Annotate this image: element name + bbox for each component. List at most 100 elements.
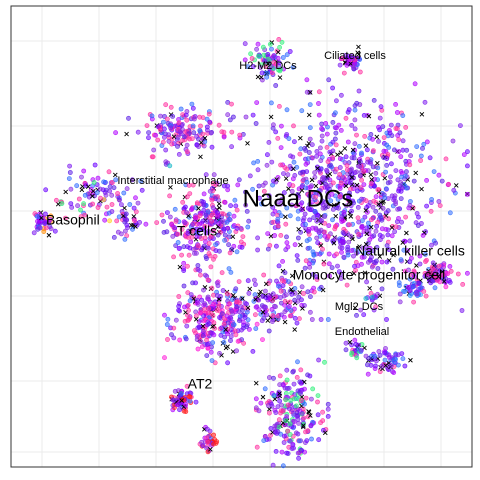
data-point — [273, 304, 278, 310]
data-point — [195, 263, 201, 268]
data-point — [202, 272, 208, 278]
data-point — [315, 412, 321, 418]
data-point — [269, 319, 275, 324]
data-point — [338, 180, 344, 186]
data-point — [264, 152, 270, 158]
data-point — [273, 410, 279, 415]
data-point — [265, 70, 271, 76]
data-point — [318, 317, 324, 322]
cross-marker — [362, 270, 368, 276]
data-point — [193, 313, 199, 319]
data-point — [383, 186, 389, 192]
data-point — [396, 137, 402, 142]
data-point — [274, 278, 279, 284]
cross-marker — [296, 226, 301, 232]
data-point — [176, 307, 181, 313]
data-point — [301, 415, 307, 421]
data-point — [98, 195, 103, 201]
cross-marker — [202, 135, 208, 141]
data-point — [280, 463, 286, 469]
data-point — [352, 141, 358, 147]
data-point — [388, 174, 393, 180]
data-point — [139, 187, 145, 193]
data-point — [138, 178, 144, 184]
data-point — [82, 192, 88, 198]
data-point — [325, 317, 331, 322]
data-point — [184, 142, 190, 148]
cluster-label: AT2 — [188, 376, 213, 392]
data-point — [63, 215, 68, 221]
data-point — [178, 106, 184, 112]
data-point — [250, 64, 256, 69]
data-point — [290, 418, 296, 424]
data-point — [330, 85, 335, 91]
data-point — [307, 264, 313, 270]
data-point — [34, 214, 40, 219]
data-point — [224, 291, 230, 297]
data-point — [383, 169, 388, 175]
cross-marker — [363, 241, 369, 247]
cross-marker — [374, 134, 380, 140]
cross-marker — [306, 409, 311, 414]
data-point — [262, 386, 268, 392]
data-point — [219, 270, 225, 276]
data-point — [241, 340, 246, 346]
data-point — [365, 371, 371, 377]
data-point — [124, 186, 130, 192]
data-point — [402, 268, 408, 274]
data-point — [186, 252, 192, 258]
data-point — [234, 225, 240, 231]
data-point — [181, 244, 187, 250]
data-point — [403, 214, 408, 220]
data-point — [352, 263, 357, 269]
data-point — [297, 202, 303, 208]
data-point — [451, 187, 457, 193]
data-point — [275, 223, 281, 229]
data-point — [272, 423, 278, 429]
data-point — [199, 344, 205, 350]
cross-marker — [377, 254, 383, 259]
data-point — [184, 194, 190, 200]
data-point — [106, 169, 112, 175]
data-point — [315, 240, 321, 246]
data-point — [291, 381, 297, 387]
data-point — [269, 46, 274, 52]
data-point — [393, 201, 398, 207]
data-point — [322, 214, 327, 220]
data-point — [240, 319, 246, 325]
cross-marker — [300, 306, 305, 311]
data-point — [398, 180, 403, 185]
data-point — [351, 253, 356, 259]
data-point — [278, 123, 284, 129]
data-point — [286, 136, 292, 141]
data-point — [220, 218, 225, 223]
data-point — [326, 193, 331, 199]
cross-marker — [363, 208, 369, 213]
data-point — [393, 356, 398, 362]
data-point — [349, 248, 355, 253]
data-point — [163, 102, 169, 108]
data-point — [325, 406, 331, 412]
data-point — [319, 126, 324, 132]
data-point — [404, 147, 410, 153]
data-point — [205, 229, 211, 234]
cluster-points — [242, 37, 296, 88]
data-point — [211, 332, 217, 338]
data-point — [402, 238, 408, 244]
data-point — [358, 307, 363, 313]
data-point — [382, 195, 388, 201]
data-point — [344, 163, 350, 168]
data-point — [205, 310, 211, 316]
data-point — [332, 136, 338, 142]
data-point — [245, 278, 251, 284]
cross-marker — [277, 75, 283, 80]
data-point — [284, 132, 290, 137]
data-point — [271, 393, 277, 398]
cross-marker — [315, 165, 320, 171]
data-point — [436, 263, 442, 269]
data-point — [149, 113, 155, 119]
data-point — [392, 229, 397, 235]
data-point — [95, 205, 101, 210]
data-point — [254, 100, 260, 105]
data-point — [308, 189, 314, 195]
